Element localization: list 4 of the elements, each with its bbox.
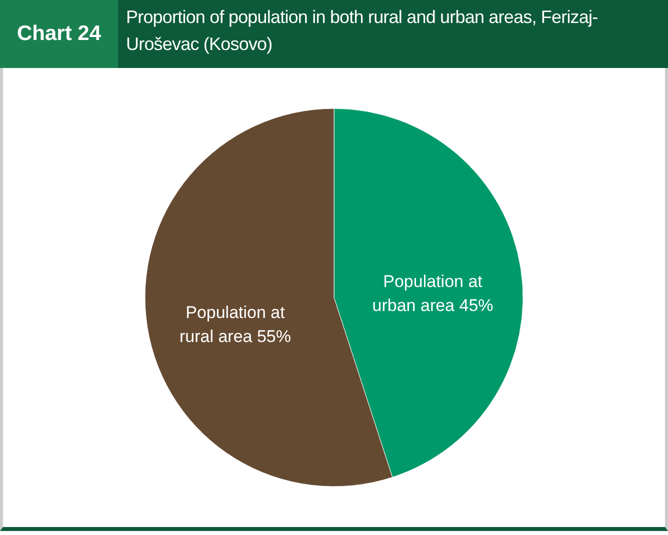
slice-label: Population at urban area 45%: [372, 272, 494, 315]
chart-title: Proportion of population in both rural and urban areas, Ferizaj-Uroševac (Kosovo): [125, 6, 599, 56]
caption: Chart 24: [0, 0, 118, 68]
slice-label: Population at rural area 55%: [179, 303, 291, 346]
